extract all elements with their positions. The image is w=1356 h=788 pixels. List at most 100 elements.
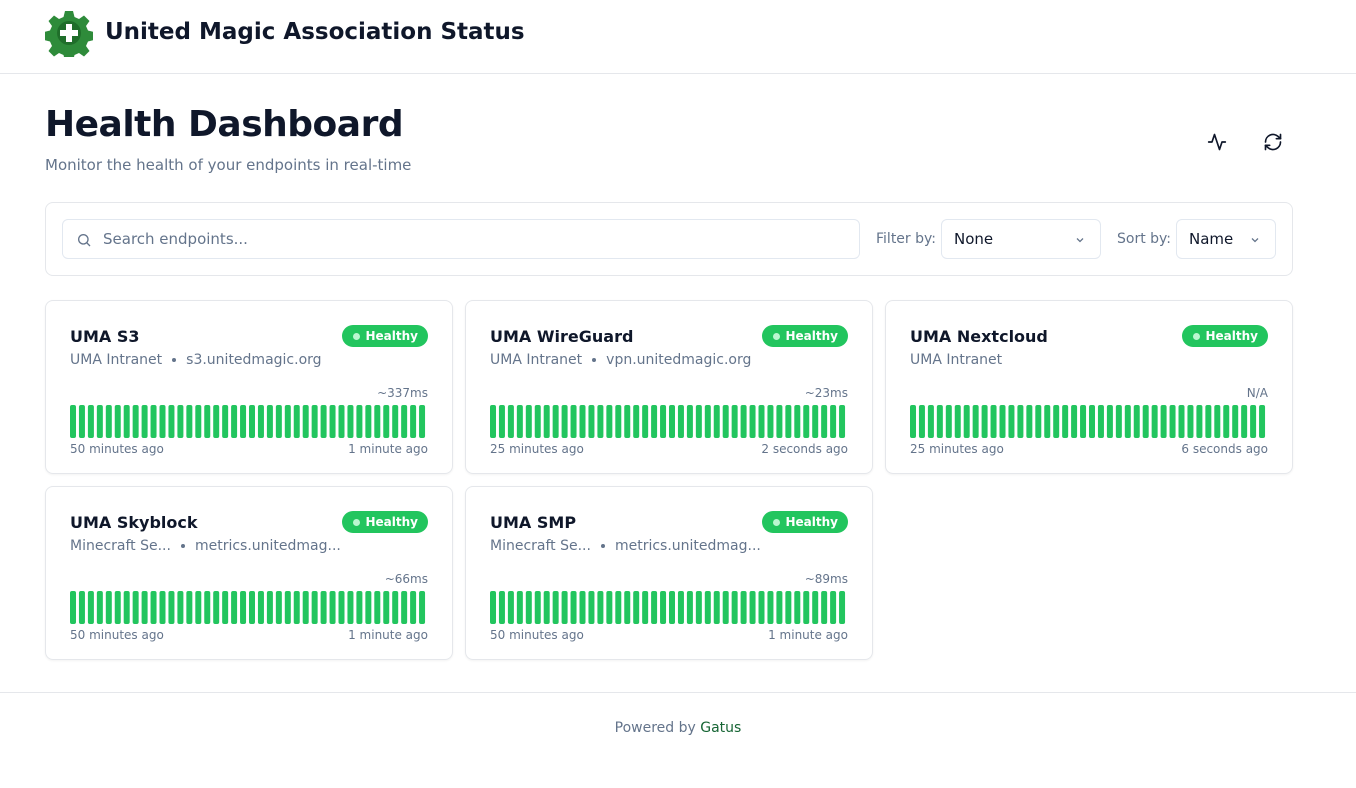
status-bar[interactable]: [490, 591, 496, 624]
status-bar[interactable]: [419, 405, 426, 438]
status-bar[interactable]: [257, 405, 264, 438]
status-bar[interactable]: [1160, 405, 1167, 438]
status-bar[interactable]: [186, 405, 193, 438]
status-bar[interactable]: [669, 405, 675, 438]
status-bar[interactable]: [686, 405, 693, 438]
status-bar[interactable]: [257, 591, 264, 624]
status-bar[interactable]: [240, 591, 247, 624]
status-bar[interactable]: [114, 591, 121, 624]
status-bar[interactable]: [1259, 405, 1266, 438]
status-bar[interactable]: [195, 591, 202, 624]
status-bar[interactable]: [552, 591, 559, 624]
status-bar[interactable]: [830, 405, 837, 438]
status-bar[interactable]: [401, 591, 408, 624]
status-bar[interactable]: [785, 591, 792, 624]
status-bar[interactable]: [794, 405, 801, 438]
status-bar[interactable]: [293, 591, 300, 624]
status-bar[interactable]: [1053, 405, 1060, 438]
status-bar[interactable]: [231, 591, 238, 624]
status-bar[interactable]: [1106, 405, 1113, 438]
status-bar[interactable]: [981, 405, 988, 438]
status-bar[interactable]: [213, 405, 220, 438]
status-bar[interactable]: [570, 591, 577, 624]
status-bar[interactable]: [749, 405, 756, 438]
status-bar[interactable]: [740, 591, 747, 624]
status-bar[interactable]: [70, 405, 76, 438]
status-bar[interactable]: [936, 405, 943, 438]
status-bar[interactable]: [821, 405, 828, 438]
status-bar[interactable]: [275, 591, 282, 624]
status-bar[interactable]: [803, 405, 810, 438]
status-bar[interactable]: [105, 591, 112, 624]
status-bar[interactable]: [767, 591, 774, 624]
status-bar[interactable]: [785, 405, 792, 438]
status-bar[interactable]: [365, 591, 372, 624]
endpoint-card[interactable]: UMA WireGuard Healthy UMA Intranet vpn.unit…: [465, 300, 873, 474]
status-bar[interactable]: [410, 591, 417, 624]
status-bar[interactable]: [597, 591, 604, 624]
status-bar[interactable]: [839, 405, 846, 438]
status-bar[interactable]: [624, 591, 631, 624]
status-bar[interactable]: [490, 405, 496, 438]
status-bar[interactable]: [624, 405, 631, 438]
search-input[interactable]: Search endpoints...: [62, 219, 860, 259]
status-bar[interactable]: [927, 405, 934, 438]
status-bar[interactable]: [660, 591, 667, 624]
status-bar[interactable]: [695, 405, 702, 438]
status-bar[interactable]: [249, 405, 255, 438]
status-bar[interactable]: [552, 405, 559, 438]
status-bar[interactable]: [543, 405, 550, 438]
endpoint-card[interactable]: UMA SMP Healthy Minecraft Se... metrics.uni…: [465, 486, 873, 660]
status-bar[interactable]: [96, 591, 103, 624]
status-bar[interactable]: [758, 405, 765, 438]
status-bar[interactable]: [222, 405, 229, 438]
status-bar[interactable]: [302, 591, 309, 624]
status-bar[interactable]: [141, 591, 148, 624]
status-bar[interactable]: [651, 405, 658, 438]
status-bar[interactable]: [410, 405, 417, 438]
status-bar[interactable]: [1062, 405, 1069, 438]
status-bar[interactable]: [686, 591, 693, 624]
endpoint-card[interactable]: UMA Nextcloud Healthy UMA Intranet N/A 25 mi…: [885, 300, 1293, 474]
status-bar[interactable]: [249, 591, 255, 624]
status-bar[interactable]: [722, 591, 729, 624]
status-bar[interactable]: [105, 405, 112, 438]
status-bar[interactable]: [329, 591, 336, 624]
status-bar[interactable]: [918, 405, 925, 438]
status-bar[interactable]: [633, 591, 640, 624]
status-bar[interactable]: [347, 405, 354, 438]
status-bar[interactable]: [1008, 405, 1015, 438]
status-bar[interactable]: [338, 591, 345, 624]
status-bar[interactable]: [159, 591, 166, 624]
status-bar[interactable]: [365, 405, 372, 438]
status-bar[interactable]: [660, 405, 667, 438]
status-bar[interactable]: [963, 405, 970, 438]
status-bar[interactable]: [374, 405, 381, 438]
status-bar[interactable]: [990, 405, 997, 438]
status-bar[interactable]: [293, 405, 300, 438]
status-bar[interactable]: [597, 405, 604, 438]
status-bar[interactable]: [588, 405, 595, 438]
sort-select[interactable]: Name: [1176, 219, 1276, 259]
endpoint-card[interactable]: UMA Skyblock Healthy Minecraft Se... metric…: [45, 486, 453, 660]
status-bar[interactable]: [615, 591, 622, 624]
status-bar[interactable]: [284, 405, 291, 438]
status-bar[interactable]: [1169, 405, 1176, 438]
status-bar[interactable]: [123, 591, 130, 624]
status-bar[interactable]: [195, 405, 202, 438]
status-bar[interactable]: [713, 591, 720, 624]
status-bar[interactable]: [222, 591, 229, 624]
status-bar[interactable]: [677, 405, 684, 438]
status-bar[interactable]: [132, 591, 139, 624]
status-bar[interactable]: [954, 405, 961, 438]
status-bar[interactable]: [606, 405, 613, 438]
status-bar[interactable]: [266, 405, 273, 438]
status-bar[interactable]: [999, 405, 1006, 438]
status-bar[interactable]: [383, 405, 390, 438]
status-bar[interactable]: [150, 591, 157, 624]
status-bar[interactable]: [177, 405, 184, 438]
status-bar[interactable]: [704, 405, 711, 438]
status-bar[interactable]: [749, 591, 756, 624]
status-bar[interactable]: [123, 405, 130, 438]
status-bar[interactable]: [830, 591, 837, 624]
